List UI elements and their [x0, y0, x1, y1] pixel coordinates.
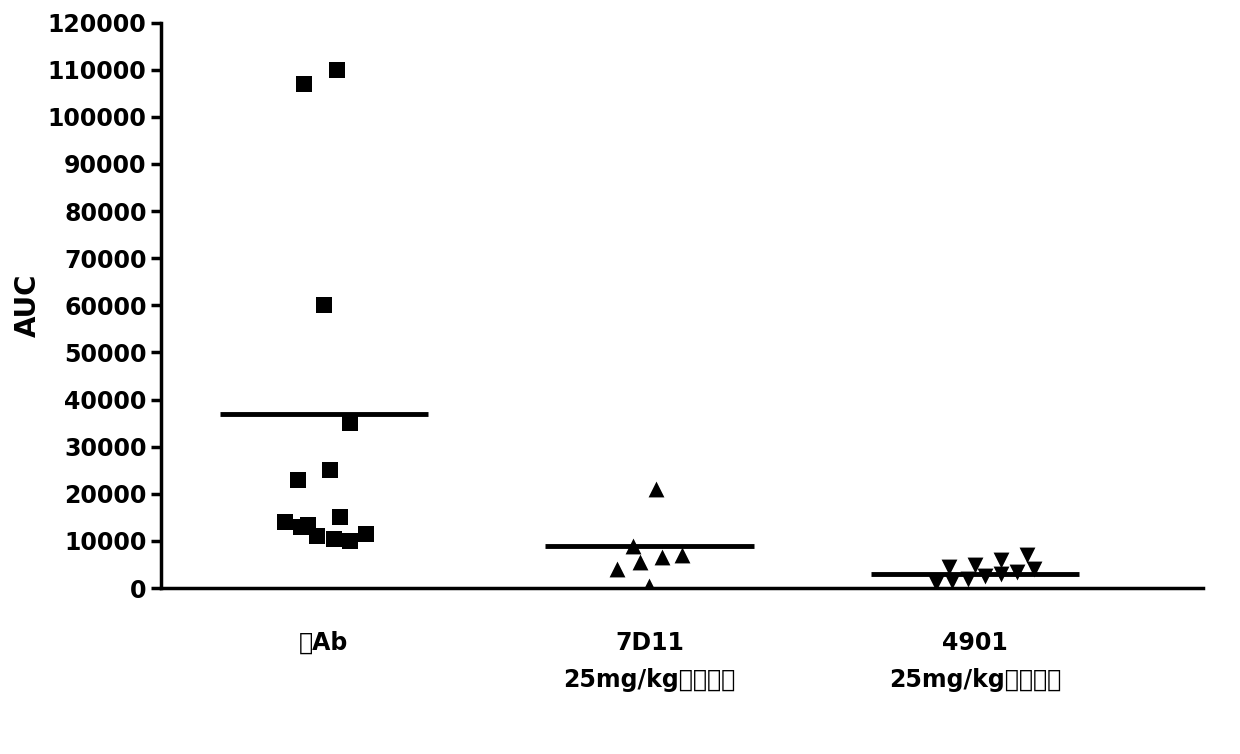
Point — [330, 511, 350, 523]
Text: 25mg/kg，腹膜内: 25mg/kg，腹膜内 — [889, 668, 1061, 692]
Point — [327, 63, 347, 75]
Point — [942, 575, 962, 587]
Point — [356, 528, 376, 540]
Point — [991, 553, 1011, 566]
Point — [991, 568, 1011, 580]
Point — [1007, 566, 1027, 578]
Point — [624, 540, 644, 552]
Y-axis label: AUC: AUC — [14, 274, 42, 337]
Text: 7D11: 7D11 — [615, 630, 684, 654]
Point — [646, 483, 666, 495]
Point — [298, 519, 317, 531]
Point — [294, 78, 314, 90]
Point — [939, 561, 959, 573]
Point — [640, 580, 660, 592]
Point — [672, 549, 692, 561]
Point — [926, 578, 946, 590]
Point — [340, 535, 360, 547]
Point — [340, 417, 360, 429]
Point — [1017, 549, 1037, 561]
Point — [320, 464, 340, 477]
Point — [1024, 563, 1044, 575]
Point — [324, 532, 343, 544]
Point — [608, 563, 626, 575]
Point — [314, 299, 334, 311]
Point — [308, 530, 327, 542]
Point — [959, 573, 978, 585]
Text: 25mg/kg，腹膜内: 25mg/kg，腹膜内 — [563, 668, 735, 692]
Text: 4901: 4901 — [942, 630, 1008, 654]
Point — [652, 551, 672, 563]
Point — [630, 556, 650, 569]
Point — [288, 474, 308, 486]
Point — [275, 516, 295, 529]
Point — [291, 521, 311, 533]
Point — [965, 559, 985, 571]
Point — [975, 570, 994, 582]
Text: 无Ab: 无Ab — [299, 630, 348, 654]
